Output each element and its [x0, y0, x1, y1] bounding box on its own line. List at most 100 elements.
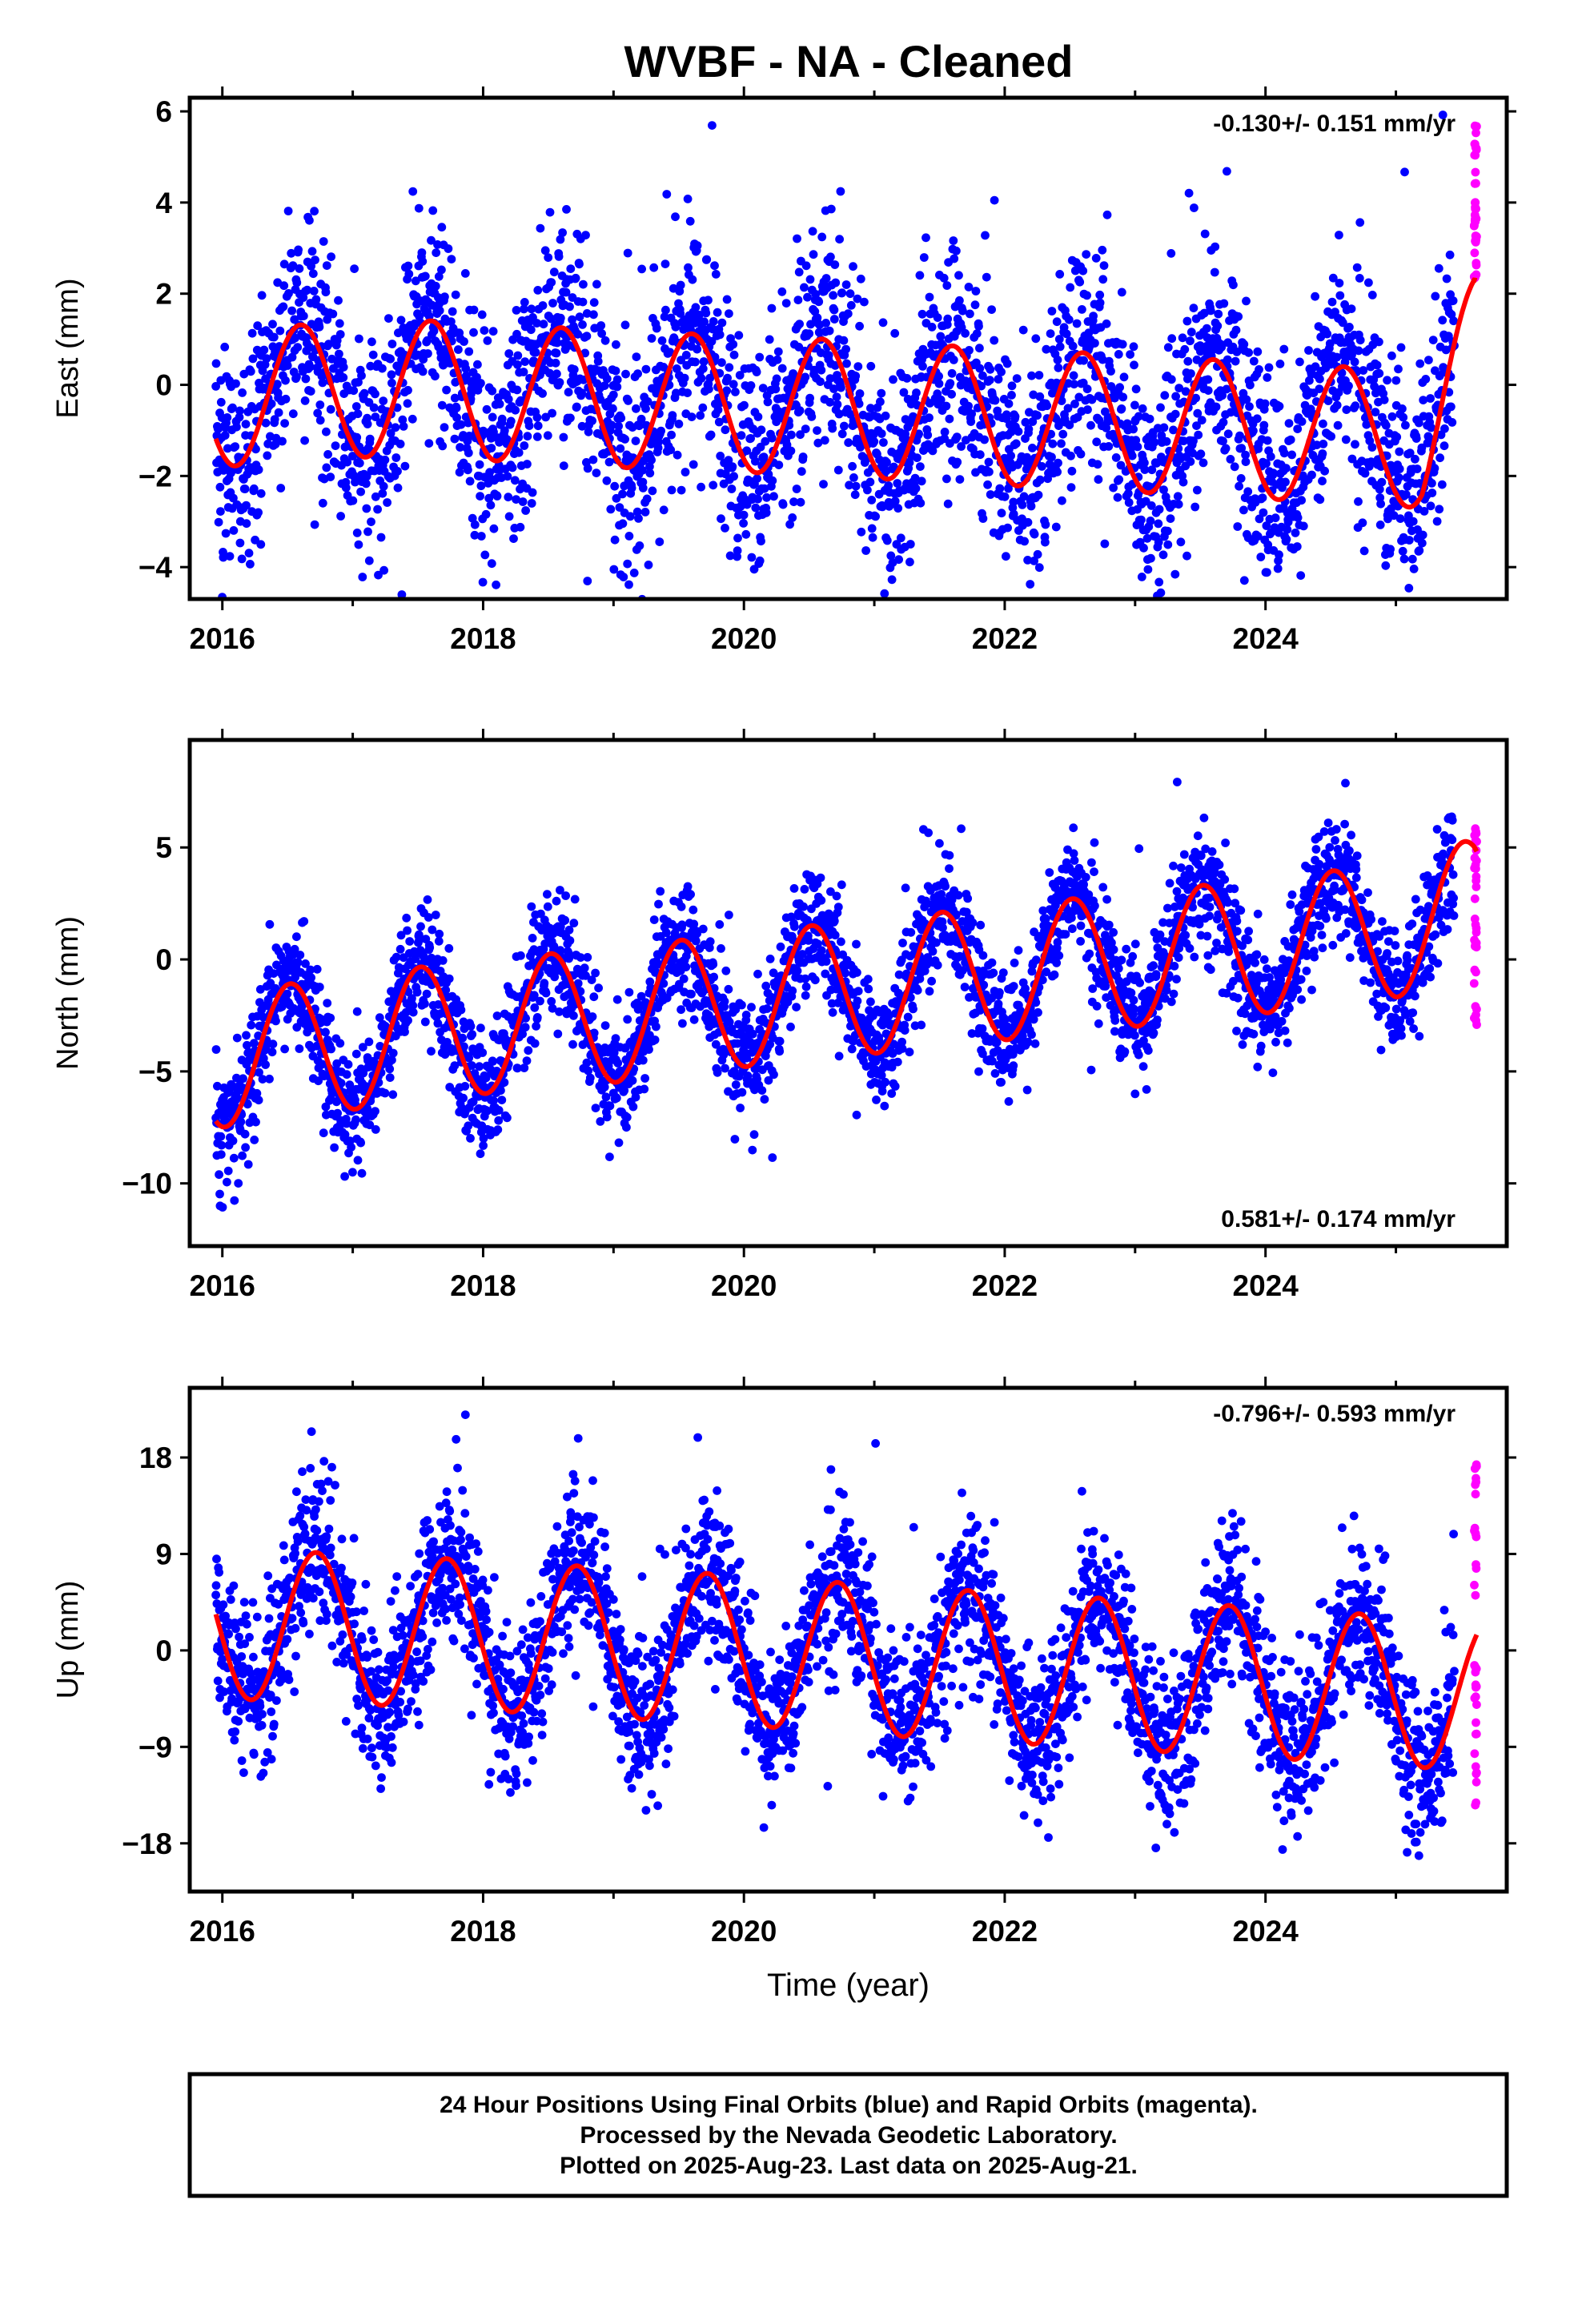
data-point [1166, 249, 1176, 258]
data-point [237, 554, 247, 564]
data-point [966, 309, 974, 319]
data-point [1335, 231, 1343, 239]
data-point [654, 899, 663, 909]
data-point [308, 269, 318, 279]
data-point [584, 1066, 593, 1076]
data-point [509, 534, 518, 543]
data-point [513, 351, 523, 360]
data-point [725, 309, 733, 318]
data-point [813, 426, 821, 435]
data-point [869, 437, 879, 446]
data-point [357, 1168, 367, 1178]
data-point [899, 388, 909, 397]
data-point [582, 332, 592, 341]
data-point [893, 504, 903, 513]
data-point [538, 389, 547, 398]
data-point [792, 1003, 801, 1011]
data-point [1100, 539, 1110, 549]
data-point [747, 553, 757, 562]
data-point [792, 485, 801, 493]
data-point [1401, 420, 1410, 430]
data-point [696, 411, 705, 420]
data-point [843, 309, 853, 319]
data-point [986, 490, 995, 499]
data-point [618, 667, 627, 676]
data-point [444, 974, 454, 983]
data-point [1428, 336, 1438, 344]
data-point [435, 929, 444, 939]
data-point [460, 1024, 469, 1033]
data-point [1233, 522, 1243, 531]
data-point [319, 1128, 328, 1138]
data-point [559, 461, 568, 470]
data-point [660, 312, 669, 321]
data-point [348, 496, 358, 505]
data-point [225, 552, 235, 561]
data-point [1263, 436, 1272, 445]
data-point [805, 275, 815, 284]
data-point [592, 468, 601, 477]
data-point [735, 371, 745, 380]
data-point [367, 517, 375, 526]
data-point [569, 365, 579, 374]
data-point [468, 1030, 477, 1039]
data-point [339, 373, 348, 382]
data-point [917, 476, 926, 486]
data-point [985, 467, 994, 476]
data-point [532, 1022, 540, 1031]
data-point [790, 922, 799, 931]
data-point [614, 421, 623, 431]
data-point [292, 278, 302, 287]
data-point [860, 297, 869, 307]
data-point [850, 490, 860, 500]
data-point [729, 340, 738, 349]
data-point [1042, 401, 1052, 411]
data-point [715, 920, 725, 929]
data-point [348, 1168, 357, 1177]
data-point [447, 255, 456, 263]
data-point [464, 448, 473, 457]
data-point [912, 388, 921, 397]
data-point [1236, 474, 1246, 483]
data-point [1263, 373, 1272, 382]
data-point [612, 1093, 621, 1103]
data-point [737, 1000, 746, 1010]
data-point [420, 999, 429, 1008]
data-point [435, 306, 444, 316]
plot-frame [187, 95, 1509, 601]
data-point [476, 379, 485, 388]
data-point [978, 371, 987, 380]
data-point [852, 1110, 861, 1120]
data-point [454, 345, 463, 354]
data-point [1074, 392, 1084, 402]
data-point [352, 432, 362, 442]
data-point [1286, 435, 1295, 444]
data-point [1131, 384, 1141, 394]
data-point [619, 573, 628, 581]
data-point [1438, 111, 1447, 119]
data-point [532, 432, 542, 441]
data-point [821, 969, 830, 979]
data-point [545, 207, 555, 217]
data-point [279, 281, 289, 291]
data-point [677, 920, 687, 930]
data-point [1275, 550, 1283, 560]
data-point [884, 481, 893, 490]
data-point [828, 1007, 837, 1017]
data-point [1358, 518, 1367, 528]
data-point [847, 1044, 857, 1054]
data-point [760, 1095, 769, 1104]
data-point [751, 456, 760, 466]
data-point [837, 429, 847, 439]
data-point [793, 296, 803, 304]
data-point [1140, 458, 1149, 468]
data-point [1424, 356, 1433, 364]
data-point [357, 371, 366, 380]
data-point [769, 1070, 778, 1080]
data-point [396, 316, 406, 325]
data-point [1431, 292, 1440, 301]
data-point [1170, 409, 1180, 419]
data-point [853, 987, 863, 995]
data-point [748, 1145, 757, 1155]
data-point [1047, 307, 1057, 316]
